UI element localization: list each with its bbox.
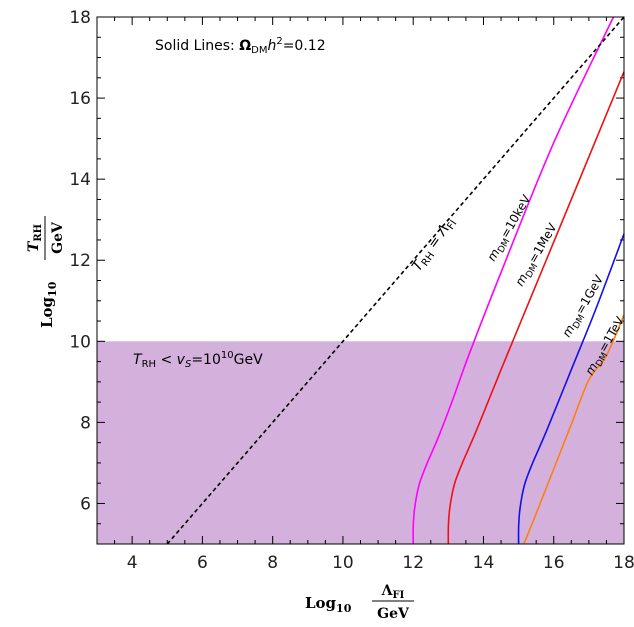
y-axis-title: Log10 TRH GeV <box>26 216 66 328</box>
svg-text:ΛFI: ΛFI <box>381 583 405 601</box>
x-tick-label: 14 <box>473 553 495 573</box>
x-tick-label: 4 <box>127 553 138 573</box>
y-tick-label: 10 <box>69 332 91 352</box>
y-tick-label: 14 <box>69 170 91 190</box>
series-line-3 <box>523 314 625 545</box>
svg-text:TRH: TRH <box>26 224 44 252</box>
y-tick-label: 6 <box>80 494 91 514</box>
series-line-1 <box>447 71 625 545</box>
y-tick-label: 16 <box>69 89 91 109</box>
dashed-line-trh-equals-lambda <box>166 16 625 545</box>
series-line-0 <box>412 16 615 545</box>
annotation: Solid Lines: ΩDMh2=0.12 <box>155 36 326 56</box>
series-line-2 <box>517 233 625 545</box>
plot-frame <box>96 16 625 545</box>
x-tick-label: 18 <box>613 553 634 573</box>
x-tick-label: 8 <box>267 553 278 573</box>
y-tick-label: 12 <box>69 251 91 271</box>
svg-text:Log10: Log10 <box>305 594 352 615</box>
dashed-line-label: TRH = ΛFI <box>409 214 459 275</box>
x-tick-label: 6 <box>197 553 208 573</box>
shaded-region <box>97 341 624 544</box>
y-tick-label: 8 <box>80 413 91 433</box>
y-tick-label: 18 <box>69 8 91 28</box>
svg-text:Log10: Log10 <box>38 281 59 328</box>
tick-labels: 4 6 8 10 12 14 16 18 6 8 10 12 14 16 18 <box>69 8 634 573</box>
x-tick-label: 16 <box>543 553 565 573</box>
svg-text:GeV: GeV <box>377 606 410 622</box>
x-axis-title: Log10 ΛFI GeV <box>305 583 414 622</box>
curves <box>412 16 625 545</box>
x-tick-label: 10 <box>332 553 354 573</box>
svg-text:GeV: GeV <box>50 221 66 254</box>
series-label-1gev: mDM=1GeV <box>559 272 609 341</box>
x-tick-label: 12 <box>402 553 424 573</box>
shaded-region-label: TRH < vS=1010GeV <box>133 350 263 370</box>
